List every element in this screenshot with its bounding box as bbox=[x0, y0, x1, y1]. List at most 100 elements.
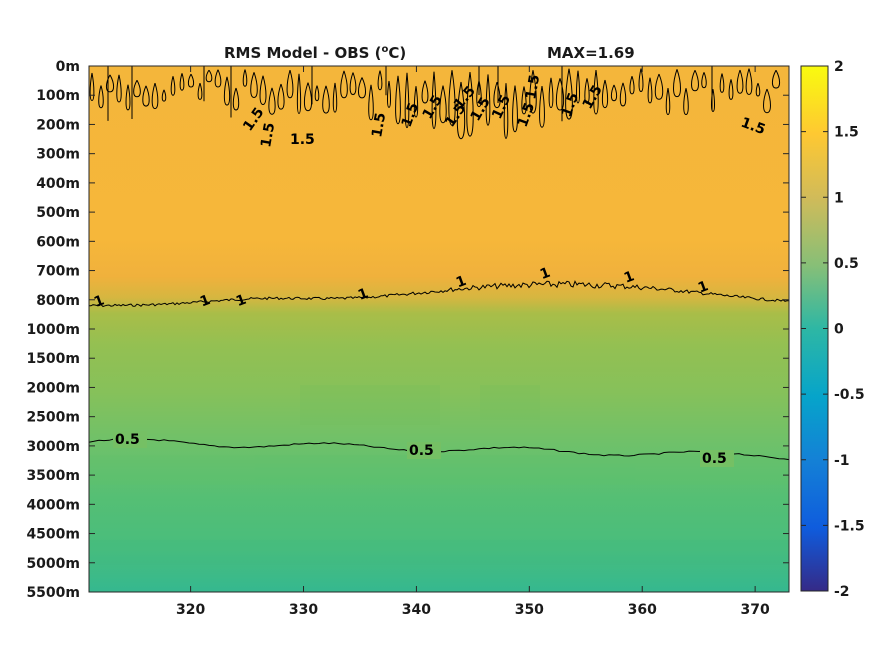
contour-line-1.5 bbox=[89, 72, 95, 102]
contour-line-1.5 bbox=[619, 82, 627, 107]
y-axis: 0m 100m 200m 300m 400m 500m 600m 700m 800m 1000m 1… bbox=[26, 59, 789, 601]
contour-line-1.5 bbox=[151, 82, 159, 110]
contour-line-1.5 bbox=[322, 85, 330, 114]
contour-line-1.5 bbox=[736, 69, 744, 94]
contour-label-1.5: 1.5 bbox=[369, 111, 389, 138]
contour-label-bg bbox=[113, 431, 147, 448]
contour-line-1.5 bbox=[654, 73, 664, 100]
contour-line-1.5 bbox=[629, 76, 635, 95]
contour-line-1.5 bbox=[404, 72, 410, 129]
contour-label-bg bbox=[700, 450, 734, 467]
contour-line-1.5 bbox=[485, 74, 491, 126]
contour-label-1.5: 1.5 bbox=[258, 121, 278, 148]
colorbar-ticks: 2 1.5 1 0.5 0 -0.5 -1 -1.5 -2 bbox=[801, 59, 865, 600]
contour-line-1.5 bbox=[466, 72, 474, 137]
contour-line-1.5 bbox=[98, 85, 104, 109]
chart-title: RMS Model - OBS (oC) bbox=[224, 44, 406, 62]
contour-line-1.5 bbox=[555, 78, 565, 111]
y-tick-label: 300m bbox=[36, 147, 80, 163]
contour-line-1.5 bbox=[575, 70, 581, 104]
heatmap-field bbox=[89, 66, 789, 592]
contour-line-1.5 bbox=[539, 86, 545, 128]
contour-line-1.5 bbox=[179, 73, 185, 91]
y-tick-label: 400m bbox=[36, 176, 80, 192]
contour-line-1.5 bbox=[170, 76, 176, 96]
colorbar-tick-label: 1 bbox=[834, 190, 844, 206]
contour-label-0.5: 0.5 bbox=[115, 432, 140, 448]
y-tick-label: 5000m bbox=[26, 556, 80, 572]
contour-line-1 bbox=[88, 280, 789, 308]
y-tick-label: 200m bbox=[36, 117, 80, 133]
y-tick-label: 2500m bbox=[26, 410, 80, 426]
contour-line-1.5 bbox=[701, 72, 707, 89]
contour-line-1.5 bbox=[223, 76, 231, 106]
contour-label-1.5: 1.5 bbox=[523, 73, 543, 100]
y-tick-label: 700m bbox=[36, 264, 80, 280]
contour-line-1.5 bbox=[503, 83, 509, 139]
contour-line-1.5 bbox=[214, 69, 222, 88]
contour-line-1.5 bbox=[512, 85, 518, 133]
contour-label-0.5: 0.5 bbox=[409, 443, 434, 459]
y-tick-label: 100m bbox=[36, 88, 80, 104]
contour-line-1.5 bbox=[421, 80, 429, 104]
contour-line-1.5 bbox=[332, 82, 338, 113]
contour-line-1.5 bbox=[377, 70, 383, 91]
contour-label-1.5: 1.5 bbox=[290, 132, 315, 148]
contour-line-1.5 bbox=[476, 80, 482, 108]
contour-line-1.5 bbox=[647, 77, 653, 104]
contour-line-1.5 bbox=[771, 70, 781, 89]
x-tick-label: 340 bbox=[402, 602, 431, 618]
contour-line-1.5 bbox=[142, 85, 150, 107]
contour-line-1.5 bbox=[357, 77, 367, 99]
contour-line-1.5 bbox=[610, 84, 618, 102]
contour-line-1.5 bbox=[521, 86, 527, 115]
contour-line-1.5 bbox=[448, 70, 456, 126]
contour-line-1.5 bbox=[340, 70, 348, 99]
x-axis: 320 330 340 350 360 370 bbox=[176, 66, 770, 618]
contour-line-1.5 bbox=[197, 82, 203, 100]
contour-line-1.5 bbox=[601, 79, 609, 109]
contour-line-1.5 bbox=[395, 75, 401, 125]
y-tick-label: 600m bbox=[36, 234, 80, 250]
contour-line-1.5 bbox=[763, 88, 771, 114]
colorbar-tick-label: 0.5 bbox=[834, 256, 859, 272]
colorbar-tick-label: -1.5 bbox=[834, 518, 865, 534]
contour-line-1.5 bbox=[314, 85, 320, 102]
y-tick-label: 500m bbox=[36, 205, 80, 221]
y-tick-label: 800m bbox=[36, 293, 80, 309]
contour-label-bg bbox=[407, 442, 441, 459]
contour-line-1.5 bbox=[673, 69, 681, 98]
contour-line-1.5 bbox=[665, 88, 671, 116]
contour-line-1.5 bbox=[565, 68, 573, 120]
contour-line-1.5 bbox=[548, 77, 554, 109]
colorbar-tick-label: 2 bbox=[834, 59, 844, 75]
y-tick-label: 2000m bbox=[26, 380, 80, 396]
contour-line-1.5 bbox=[242, 69, 248, 87]
contour-line-1.5 bbox=[431, 71, 437, 130]
contour-line-1.5 bbox=[593, 70, 599, 115]
contour-label-1.5: 1.5 bbox=[515, 101, 539, 130]
contour-line-1.5 bbox=[232, 87, 240, 111]
contour-line-1.5 bbox=[719, 73, 725, 93]
field-texture bbox=[89, 385, 789, 565]
contour-line-1.5 bbox=[161, 89, 167, 102]
contour-label-0.5: 0.5 bbox=[702, 451, 727, 467]
contour-line-1.5 bbox=[105, 74, 115, 93]
colorbar-tick-label: -2 bbox=[834, 584, 850, 600]
colorbar-tick-label: 1.5 bbox=[834, 125, 859, 141]
contour-line-1.5 bbox=[728, 79, 734, 100]
contour-line-1.5 bbox=[493, 81, 501, 109]
y-tick-label: 0m bbox=[56, 59, 80, 75]
y-tick-label: 5500m bbox=[26, 585, 80, 601]
contour-label-1.5: 1.5 bbox=[739, 115, 768, 139]
max-label: MAX=1.69 bbox=[547, 44, 635, 62]
contour-line-1.5 bbox=[125, 84, 131, 111]
y-tick-label: 3500m bbox=[26, 468, 80, 484]
contour-label-1.5: 1.5 bbox=[559, 91, 583, 120]
colorbar-tick-label: 0 bbox=[834, 322, 844, 338]
x-tick-label: 360 bbox=[628, 602, 657, 618]
contour-label-1.5: 1.5 bbox=[399, 101, 423, 130]
y-tick-label: 4500m bbox=[26, 527, 80, 543]
contour-line-1.5 bbox=[268, 87, 276, 115]
